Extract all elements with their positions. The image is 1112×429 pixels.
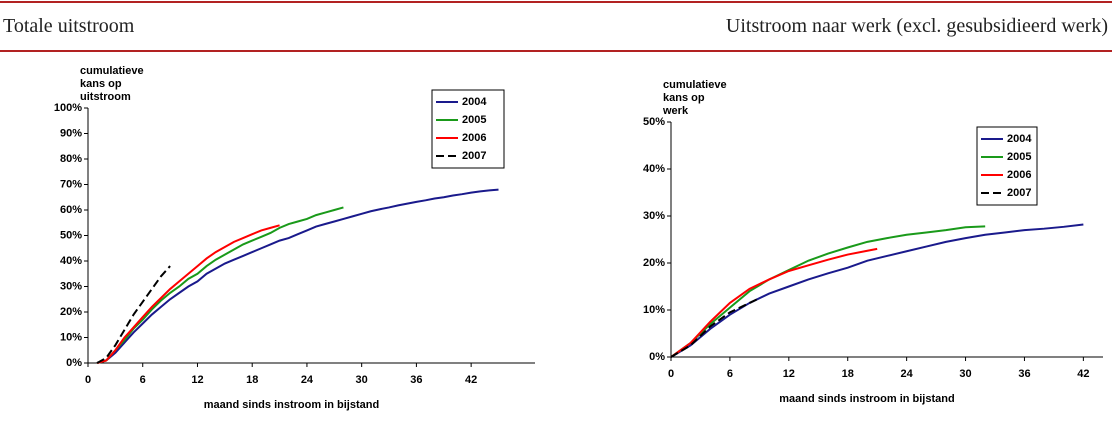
legend-label: 2006 [1007,169,1031,181]
legend-label: 2007 [462,150,486,162]
y-tick-label: 50% [60,229,82,241]
y-tick-label: 0% [649,351,665,363]
x-axis-label: maand sinds instroom in bijstand [204,399,379,411]
y-tick-label: 50% [643,116,665,128]
y-tick-label: 10% [643,304,665,316]
y-tick-label: 60% [60,204,82,216]
legend-label: 2004 [462,96,487,108]
legend-label: 2006 [462,132,486,144]
x-tick-label: 30 [959,368,971,380]
line-series [96,188,499,364]
x-tick-label: 0 [85,374,91,386]
y-tick-label: 20% [643,257,665,269]
x-tick-label: 18 [246,374,258,386]
line-series [670,223,1084,358]
line-series [670,225,986,358]
panel-title: Uitstroom naar werk (excl. gesubsidieerd… [726,15,1108,37]
x-tick-label: 6 [140,374,146,386]
x-tick-label: 12 [783,368,795,380]
y-axis-label: cumulatieve [663,79,727,91]
y-axis-label: kans op [80,78,122,90]
legend-label: 2005 [1007,151,1031,163]
y-tick-label: 90% [60,127,82,139]
y-tick-label: 30% [643,210,665,222]
x-tick-label: 18 [842,368,854,380]
y-axis-label: kans op [663,92,705,104]
x-axis-label: maand sinds instroom in bijstand [779,393,954,405]
legend-label: 2005 [462,114,486,126]
y-tick-label: 40% [643,163,665,175]
x-tick-label: 0 [668,368,674,380]
y-axis-label: cumulatieve [80,65,144,77]
y-tick-label: 0% [66,357,82,369]
x-tick-label: 42 [1077,368,1089,380]
x-tick-label: 36 [1018,368,1030,380]
line-series [96,265,171,364]
line-series [670,297,760,358]
y-tick-label: 20% [60,306,82,318]
y-axis-label: werk [662,105,689,117]
y-axis-label: uitstroom [80,91,131,103]
x-tick-label: 30 [356,374,368,386]
y-tick-label: 70% [60,178,82,190]
line-series [670,247,878,358]
legend-label: 2007 [1007,187,1031,199]
y-tick-label: 100% [54,102,82,114]
y-tick-label: 30% [60,280,82,292]
legend-label: 2004 [1007,133,1032,145]
x-tick-label: 12 [191,374,203,386]
x-tick-label: 24 [301,374,314,386]
panel-title: Totale uitstroom [3,15,135,37]
y-tick-label: 40% [60,255,82,267]
line-series [96,224,280,364]
x-tick-label: 42 [465,374,477,386]
y-tick-label: 10% [60,331,82,343]
x-tick-label: 6 [727,368,733,380]
x-tick-label: 36 [410,374,422,386]
line-series [96,206,344,364]
y-tick-label: 80% [60,153,82,165]
x-tick-label: 24 [901,368,914,380]
